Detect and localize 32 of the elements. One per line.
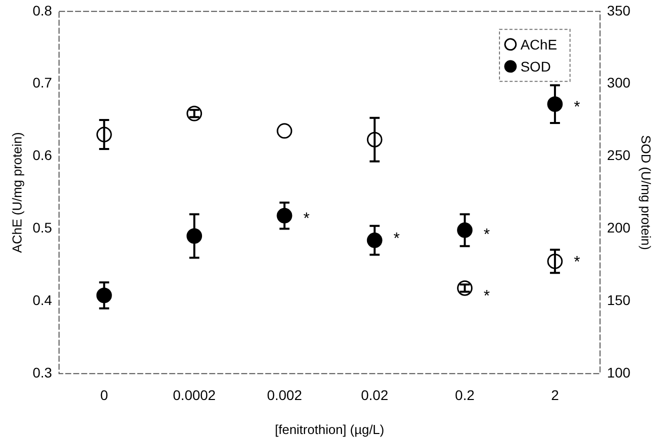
annotation: * (574, 254, 580, 271)
y-tick-label: 0.3 (32, 364, 52, 380)
y2-tick-label: 250 (607, 147, 631, 164)
point (186, 106, 202, 122)
x-axis-title: [fenitrothion] (µg/L) (274, 422, 384, 437)
y-tick-label: 0.5 (32, 220, 52, 236)
y2-tick-label: 350 (607, 2, 631, 18)
y-tick-label: 0.7 (32, 74, 52, 91)
x-tick-label: 0 (100, 386, 108, 403)
y2-tick-label: 150 (607, 292, 631, 308)
y2-tick-label: 100 (607, 364, 631, 380)
point (276, 123, 292, 139)
legend-label: SOD (520, 58, 551, 74)
y2-tick-label: 200 (607, 220, 631, 236)
y-tick-label: 0.6 (32, 147, 52, 164)
x-tick-label: 2 (551, 386, 560, 403)
x-tick-label: 0.002 (266, 386, 302, 403)
annotation: * (303, 210, 310, 228)
y2-axis-title: SOD (U/mg protein) (638, 135, 654, 250)
annotation: * (574, 98, 580, 116)
legend-label: AChE (520, 36, 558, 52)
y-axis-title: AChE (U/mg protein) (9, 132, 24, 253)
annotation: * (484, 226, 490, 244)
y2-tick-label: 300 (607, 74, 631, 91)
point (457, 280, 473, 296)
x-tick-label: 0.0002 (172, 386, 216, 403)
annotation: * (484, 288, 490, 305)
y-tick-label: 0.4 (32, 292, 52, 308)
annotation: * (394, 230, 400, 248)
x-tick-label: 0.02 (361, 386, 388, 403)
x-tick-label: 0.2 (455, 386, 475, 403)
y-tick-label: 0.8 (32, 2, 52, 18)
